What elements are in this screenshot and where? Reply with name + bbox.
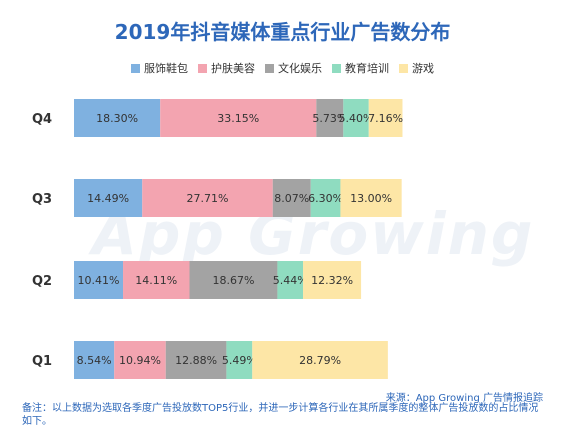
data-label: 5.44%	[273, 274, 308, 287]
legend-label: 护肤美容	[211, 62, 255, 75]
data-label: 7.16%	[368, 112, 403, 125]
legend-swatch	[399, 63, 408, 73]
data-label: 13.00%	[350, 192, 392, 205]
category-label: Q4	[32, 112, 52, 127]
legend-swatch	[265, 63, 274, 73]
bar-segment	[310, 179, 341, 217]
data-label: 14.49%	[87, 192, 129, 205]
legend-label: 服饰鞋包	[144, 62, 188, 75]
bar-segment	[123, 261, 190, 299]
data-label: 10.94%	[119, 354, 161, 367]
legend-item: 服饰鞋包	[131, 60, 188, 76]
data-label: 33.15%	[217, 112, 259, 125]
legend-item: 护肤美容	[198, 60, 255, 76]
data-label: 6.30%	[308, 192, 343, 205]
category-label: Q3	[32, 192, 52, 207]
category-label: Q2	[32, 274, 52, 289]
data-label: 5.73%	[312, 112, 347, 125]
bar-segment	[226, 341, 253, 379]
data-label: 27.71%	[187, 192, 229, 205]
data-label: 14.11%	[135, 274, 177, 287]
bar-segment	[343, 99, 369, 137]
legend-label: 文化娱乐	[278, 62, 322, 75]
data-label: 10.41%	[78, 274, 120, 287]
bar-segment	[74, 99, 161, 137]
data-label: 28.79%	[299, 354, 341, 367]
bar-segment	[272, 179, 311, 217]
bar-segment	[74, 341, 115, 379]
legend-swatch	[198, 63, 207, 73]
bar-segment	[303, 261, 362, 299]
legend-swatch	[332, 63, 341, 73]
legend: 服饰鞋包 护肤美容 文化娱乐 教育培训 游戏	[0, 60, 565, 76]
legend-item: 教育培训	[332, 60, 389, 76]
data-label: 5.40%	[339, 112, 374, 125]
bar-segment	[160, 99, 317, 137]
bar-segment	[189, 261, 278, 299]
bar-segment	[74, 261, 124, 299]
bar-segment	[340, 179, 402, 217]
category-label: Q1	[32, 354, 52, 369]
data-label: 18.30%	[96, 112, 138, 125]
data-label: 8.07%	[274, 192, 309, 205]
legend-item: 文化娱乐	[265, 60, 322, 76]
bar-segment	[165, 341, 227, 379]
source-text: 来源：App Growing 广告情报追踪	[385, 393, 543, 404]
note-text: 备注：以上数据为选取各季度广告投放数TOP5行业，并进一步计算各行业在其所属季度…	[22, 403, 539, 427]
legend-item: 游戏	[399, 60, 434, 76]
data-label: 5.49%	[222, 354, 257, 367]
bar-segment	[277, 261, 304, 299]
bar-segment	[316, 99, 344, 137]
bar-segment	[252, 341, 388, 379]
chart-title: 2019年抖音媒体重点行业广告数分布	[114, 20, 451, 44]
data-label: 18.67%	[212, 274, 254, 287]
bar-segment	[114, 341, 166, 379]
legend-label: 游戏	[412, 62, 434, 75]
legend-label: 教育培训	[345, 62, 389, 75]
bar-segment	[368, 99, 403, 137]
bar-segment	[142, 179, 273, 217]
data-label: 8.54%	[77, 354, 112, 367]
bar-segment	[74, 179, 143, 217]
data-label: 12.88%	[175, 354, 217, 367]
legend-swatch	[131, 63, 140, 73]
data-label: 12.32%	[311, 274, 353, 287]
